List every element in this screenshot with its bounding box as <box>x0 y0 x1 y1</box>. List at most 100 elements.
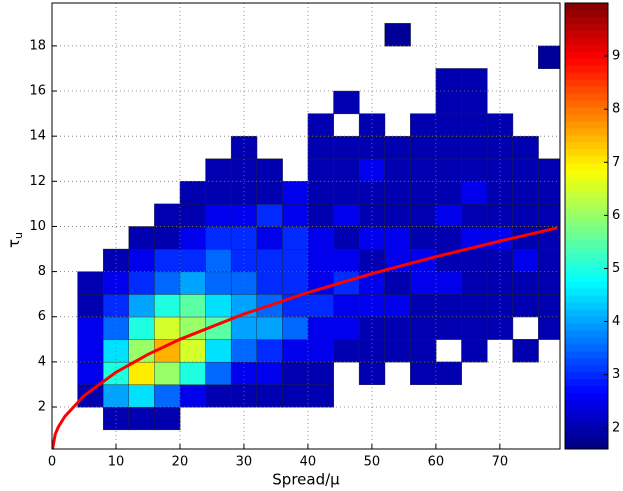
density-cell <box>435 181 462 205</box>
density-cell <box>205 248 232 273</box>
x-tick-label: 50 <box>364 455 381 470</box>
density-cell <box>77 384 104 408</box>
colorbar-band <box>565 184 608 192</box>
density-cell <box>102 248 130 273</box>
density-cell <box>154 226 181 250</box>
colorbar-band <box>565 3 608 11</box>
density-cell <box>205 339 232 363</box>
density-cell <box>282 181 309 205</box>
density-cell <box>205 384 232 408</box>
density-cell <box>333 248 360 273</box>
density-cell <box>179 293 207 318</box>
density-cell <box>333 339 360 363</box>
x-tick-label: 60 <box>428 455 445 470</box>
density-cell <box>384 135 411 160</box>
density-cell <box>154 203 181 227</box>
density-cell <box>205 271 232 295</box>
colorbar-band <box>565 344 608 352</box>
colorbar-band <box>565 274 608 283</box>
colorbar-band <box>565 442 608 450</box>
density-cell <box>282 384 309 408</box>
colorbar-band <box>565 86 608 95</box>
colorbar-band <box>565 205 608 213</box>
colorbar-band <box>565 121 608 129</box>
density-cell <box>461 135 488 160</box>
colorbar-band <box>565 372 608 380</box>
colorbar-band <box>565 79 608 88</box>
density-cell <box>128 271 155 295</box>
colorbar-band <box>565 37 608 46</box>
density-cell <box>461 90 488 115</box>
density-cell <box>230 248 258 273</box>
density-cell <box>307 135 335 160</box>
colorbar-band <box>565 421 608 429</box>
colorbar-band <box>565 170 608 178</box>
density-cell <box>307 293 335 318</box>
colorbar-band <box>565 65 608 74</box>
density-cell <box>256 316 283 340</box>
density-cell <box>205 361 232 385</box>
density-cell <box>512 271 539 295</box>
density-cell <box>256 339 283 363</box>
density-cell <box>486 248 514 273</box>
density-cell <box>179 384 207 408</box>
density-cell <box>179 203 207 227</box>
density-cell <box>307 361 335 385</box>
density-cell <box>512 181 539 205</box>
y-tick-label: 18 <box>29 38 46 53</box>
colorbar-band <box>565 93 608 102</box>
density-cell <box>384 293 411 318</box>
density-cell <box>410 271 437 295</box>
density-cell <box>154 248 181 273</box>
density-cell <box>205 293 232 318</box>
density-cell <box>282 316 309 340</box>
density-cell <box>384 271 411 295</box>
x-tick-label: 30 <box>236 455 253 470</box>
density-cell <box>77 339 104 363</box>
density-cell <box>410 316 437 340</box>
colorbar-band <box>565 219 608 227</box>
density-cell <box>512 158 539 182</box>
density-cell <box>461 271 488 295</box>
colorbar-band <box>565 281 608 290</box>
density-cell <box>435 293 462 318</box>
density-cell <box>154 293 181 318</box>
density-cell <box>333 181 360 205</box>
density-cell <box>256 158 283 182</box>
x-tick-label: 10 <box>108 455 125 470</box>
colorbar-band <box>565 114 608 122</box>
density-cell <box>358 339 386 363</box>
density-cell <box>128 406 155 431</box>
density-cell <box>512 248 539 273</box>
density-cell <box>410 181 437 205</box>
density-cell <box>486 181 514 205</box>
density-cell <box>307 203 335 227</box>
density-cell <box>179 271 207 295</box>
colorbar-band <box>565 30 608 39</box>
density-cell <box>333 158 360 182</box>
density-cell <box>179 226 207 250</box>
density-cell <box>205 226 232 250</box>
colorbar <box>565 3 608 450</box>
density-cell <box>486 316 514 340</box>
density-cell <box>205 181 232 205</box>
density-cell <box>410 135 437 160</box>
colorbar-tick-label: 4 <box>612 314 620 329</box>
x-axis-label: Spread/μ <box>272 471 340 489</box>
colorbar-band <box>565 428 608 436</box>
density-cell <box>461 293 488 318</box>
density-cell <box>307 158 335 182</box>
density-cell <box>358 113 386 137</box>
colorbar-band <box>565 400 608 408</box>
density-cell <box>154 361 181 385</box>
colorbar-tick-label: 9 <box>612 49 620 64</box>
density-cell <box>307 384 335 408</box>
density-cell <box>384 226 411 250</box>
density-cell <box>179 361 207 385</box>
density-cell <box>435 203 462 227</box>
density-cell <box>435 316 462 340</box>
colorbar-band <box>565 351 608 359</box>
colorbar-band <box>565 323 608 332</box>
colorbar-tick-label: 7 <box>612 155 620 170</box>
colorbar-band <box>565 337 608 345</box>
